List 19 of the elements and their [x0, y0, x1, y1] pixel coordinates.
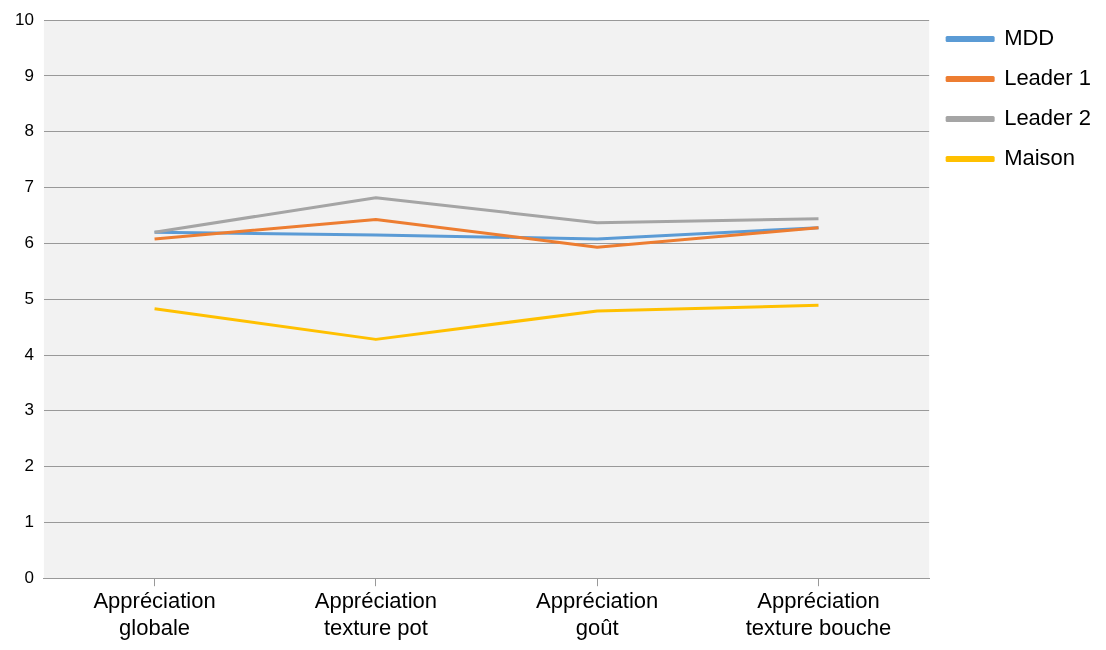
x-tick-label: Appréciation texture bouche [745, 588, 892, 640]
legend-label: Leader 1 [1004, 65, 1092, 91]
y-tick-label: 6 [24, 233, 34, 253]
x-tick-label: Appréciation globale [93, 588, 216, 640]
y-tick-label: 1 [24, 512, 34, 532]
y-tick-label: 3 [24, 400, 34, 420]
legend-label: Maison [1004, 145, 1076, 171]
y-tick-label: 7 [24, 177, 34, 197]
y-tick-label: 2 [24, 456, 34, 476]
y-tick-label: 0 [24, 567, 34, 587]
y-tick-label: 4 [24, 344, 34, 364]
x-tick-label: Appréciation texture pot [314, 588, 438, 640]
y-tick-label: 8 [24, 121, 34, 141]
legend-label: MDD [1004, 25, 1055, 51]
y-tick-label: 10 [14, 9, 34, 29]
legend-label: Leader 2 [1004, 105, 1092, 131]
y-tick-label: 9 [24, 65, 34, 85]
y-tick-label: 5 [24, 288, 34, 308]
x-tick-label: Appréciation goût [536, 588, 659, 640]
